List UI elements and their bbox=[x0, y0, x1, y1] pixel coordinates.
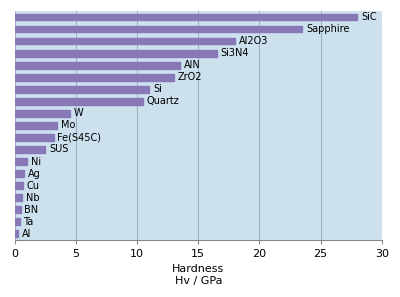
Bar bbox=[15, 158, 27, 165]
Text: Si: Si bbox=[153, 84, 162, 94]
Text: SUS: SUS bbox=[49, 144, 68, 154]
Bar bbox=[15, 38, 235, 45]
Bar bbox=[15, 122, 58, 129]
Text: W: W bbox=[73, 108, 83, 119]
Bar bbox=[15, 170, 24, 177]
Bar bbox=[15, 26, 302, 32]
Text: AlN: AlN bbox=[184, 60, 200, 70]
Text: Mo: Mo bbox=[61, 120, 76, 130]
Bar bbox=[15, 206, 21, 213]
Text: Al2O3: Al2O3 bbox=[239, 36, 268, 46]
Text: Ni: Ni bbox=[30, 157, 41, 167]
Bar bbox=[15, 86, 149, 93]
Bar bbox=[15, 194, 22, 201]
Text: Quartz: Quartz bbox=[147, 96, 180, 106]
Bar bbox=[15, 98, 143, 105]
Bar bbox=[15, 230, 18, 237]
Bar bbox=[15, 74, 174, 80]
Bar bbox=[15, 14, 358, 20]
Text: SiC: SiC bbox=[361, 12, 377, 22]
Text: Fe(S45C): Fe(S45C) bbox=[58, 132, 102, 143]
Text: Al: Al bbox=[22, 229, 31, 239]
Bar bbox=[15, 110, 70, 117]
Bar bbox=[15, 62, 180, 69]
X-axis label: Hardness
Hv / GPa: Hardness Hv / GPa bbox=[172, 264, 224, 286]
Text: Nb: Nb bbox=[26, 192, 39, 203]
Text: ZrO2: ZrO2 bbox=[178, 72, 202, 82]
Text: Si3N4: Si3N4 bbox=[220, 48, 249, 58]
Text: Ag: Ag bbox=[28, 168, 41, 178]
Bar bbox=[15, 218, 20, 225]
Text: Ta: Ta bbox=[23, 217, 34, 227]
Bar bbox=[15, 146, 45, 153]
Text: Sapphire: Sapphire bbox=[306, 24, 349, 34]
Text: Cu: Cu bbox=[27, 181, 40, 191]
Bar bbox=[15, 182, 23, 189]
Bar bbox=[15, 134, 54, 141]
Bar bbox=[15, 50, 217, 56]
Text: BN: BN bbox=[24, 205, 38, 215]
